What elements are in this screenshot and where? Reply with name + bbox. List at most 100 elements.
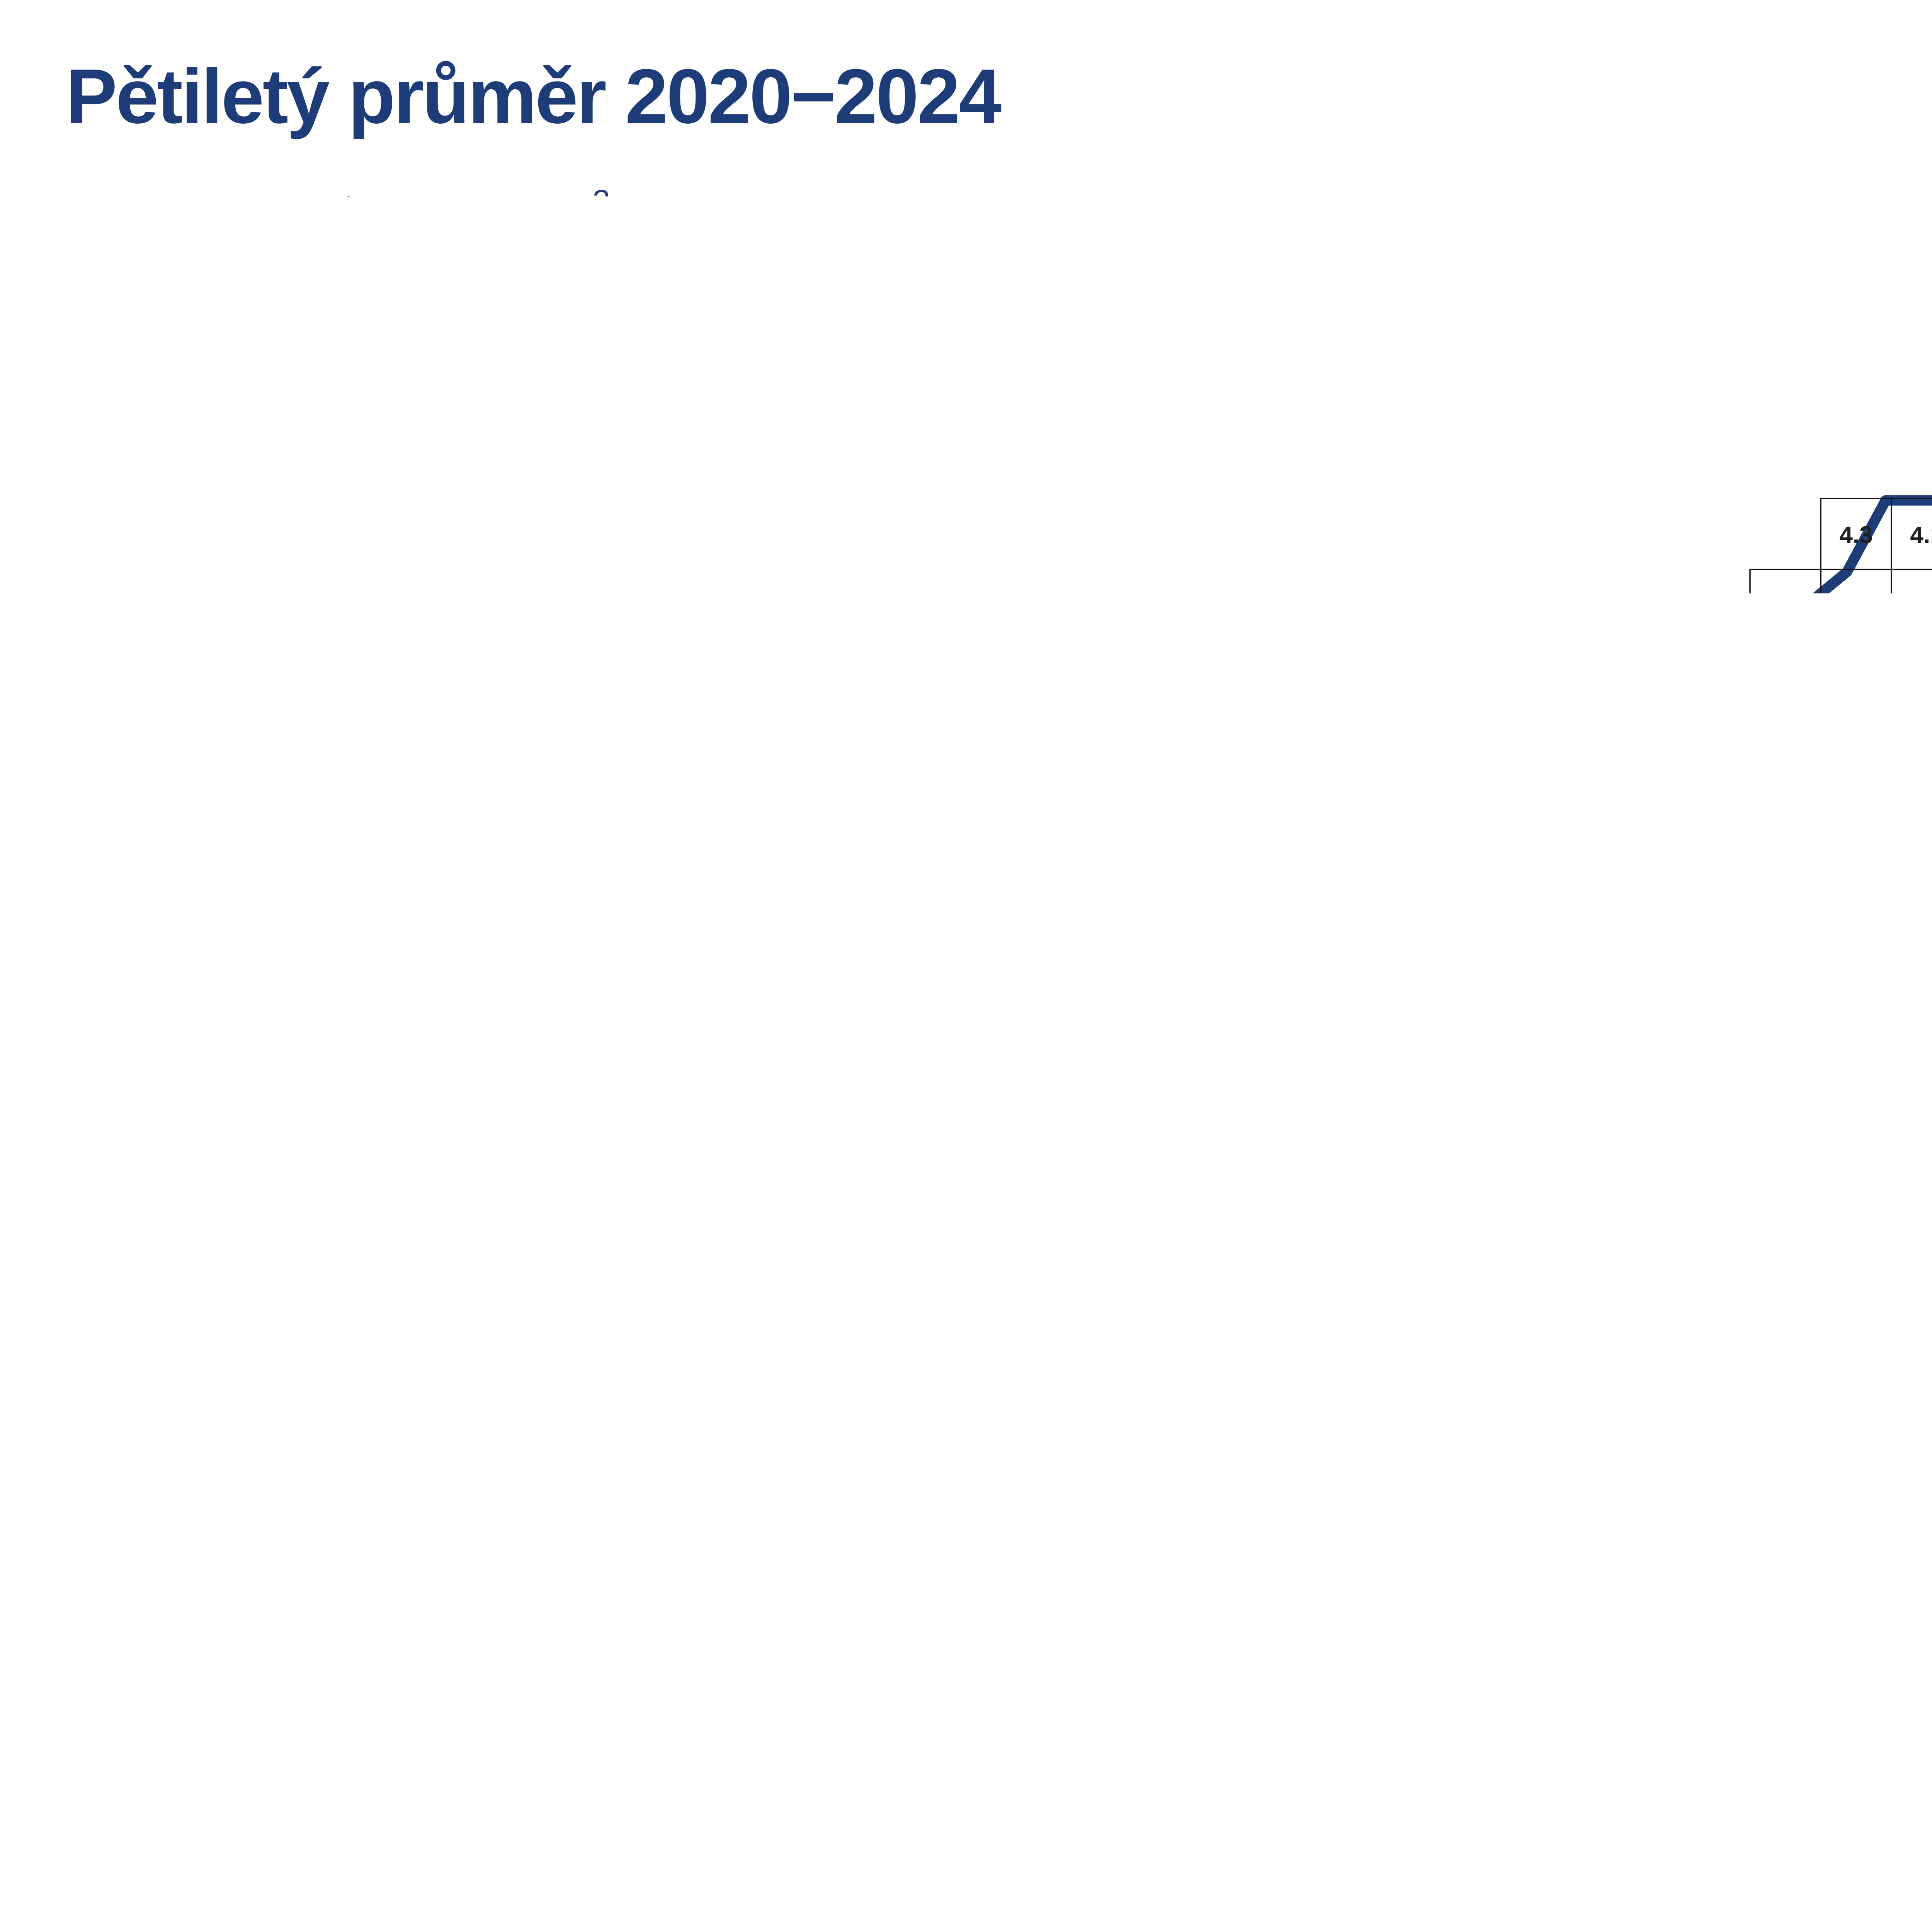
grid-value: 9.2 bbox=[1839, 1587, 1872, 1613]
grid-value: 6.6 bbox=[920, 1445, 953, 1471]
grid-value: 4.7 bbox=[496, 1374, 529, 1400]
grid-value: 3 bbox=[1779, 735, 1792, 762]
grid-value: 7.7 bbox=[991, 1799, 1024, 1826]
grid-value: 11.5 bbox=[1904, 1445, 1932, 1471]
pollutant-name: NO bbox=[66, 192, 139, 246]
grid-value: 9.8 bbox=[1839, 1445, 1872, 1471]
grid-value: 3.2 bbox=[1769, 664, 1802, 690]
grid-value: 8 bbox=[718, 1871, 731, 1897]
grid-value: 6.2 bbox=[1839, 1232, 1872, 1259]
grid-value: 6.8 bbox=[1061, 1374, 1095, 1400]
grid-value: 3.3 bbox=[1556, 1090, 1590, 1116]
page: Pětiletý průměr 2020−2024 NO2 roční prům… bbox=[0, 0, 1932, 1932]
grid-value: 4.4 bbox=[1061, 1161, 1095, 1187]
grid-value: 4.9 bbox=[142, 1019, 175, 1046]
grid-value: 8.3 bbox=[1415, 1445, 1448, 1471]
grid-value: 3.3 bbox=[1910, 664, 1932, 690]
grid-value: 3 bbox=[1779, 877, 1792, 903]
grid-value: 8.5 bbox=[1132, 1799, 1165, 1826]
grid-value: 3.2 bbox=[1698, 877, 1731, 903]
grid-value: 6.6 bbox=[1132, 1303, 1165, 1329]
grid-value: 3.8 bbox=[1486, 1161, 1519, 1187]
grid-value: 8.1 bbox=[1910, 1587, 1932, 1613]
place-label: Královské bbox=[1575, 1633, 1643, 1650]
grid-value: 6.9 bbox=[920, 1587, 953, 1613]
grid-value: 7.9 bbox=[1627, 1658, 1660, 1684]
grid-value: 4.4 bbox=[284, 1445, 317, 1471]
grid-value: 3.7 bbox=[1274, 1090, 1307, 1116]
grid-value: 4.7 bbox=[425, 1232, 458, 1259]
grid-value: 8.3 bbox=[1910, 1516, 1932, 1543]
grid-value: 5.8 bbox=[849, 1374, 883, 1400]
grid-value: 3.6 bbox=[1132, 1161, 1165, 1187]
grid-value: 10.7 bbox=[1691, 1658, 1738, 1684]
grid-value: 9 bbox=[1425, 1374, 1438, 1400]
grid-value: 3.9 bbox=[1203, 1161, 1236, 1187]
region-name: Karlovarský kraj bbox=[66, 298, 1000, 345]
place-label: Těšovice bbox=[1492, 1804, 1553, 1821]
grid-value: 8.4 bbox=[1486, 1303, 1519, 1329]
grid-value: 3.4 bbox=[1839, 664, 1873, 690]
grid-value: 7.9 bbox=[1203, 1658, 1236, 1684]
grid-value: 3.1 bbox=[1910, 1090, 1932, 1116]
grid-value: 4.8 bbox=[566, 1658, 600, 1684]
grid-value: 7.9 bbox=[991, 1871, 1024, 1897]
grid-value: 4.5 bbox=[1344, 1161, 1378, 1187]
grid-value: 7.7 bbox=[708, 1799, 741, 1826]
grid-value: 11.8 bbox=[1551, 1871, 1596, 1897]
grid-value: 2.6 bbox=[1910, 877, 1932, 903]
grid-value: 4.9 bbox=[1415, 1232, 1448, 1259]
grid-value: 6.9 bbox=[1274, 1871, 1307, 1897]
grid-value: 4.4 bbox=[425, 1374, 459, 1400]
grid-value: 4.8 bbox=[284, 1019, 317, 1046]
grid-value: 8.9 bbox=[1698, 1587, 1731, 1613]
grid-value: 9.7 bbox=[1698, 1729, 1731, 1755]
grid-value: 9.4 bbox=[1556, 1729, 1590, 1755]
place-label: Sedlo bbox=[1742, 1625, 1782, 1642]
grid-value: 5.2 bbox=[566, 1729, 600, 1755]
grid-value: 4.1 bbox=[1839, 1161, 1872, 1187]
grid-value: 8 bbox=[1496, 1658, 1509, 1684]
grid-value: 10.4 bbox=[1903, 1374, 1932, 1400]
grid-value: 8.1 bbox=[1910, 1871, 1932, 1897]
grid-value: 4.7 bbox=[142, 1232, 175, 1259]
grid-value: 5 bbox=[718, 1374, 731, 1400]
grid-value: 3.5 bbox=[1769, 593, 1802, 619]
grid-value: 9.8 bbox=[1769, 1799, 1802, 1826]
grid-value: 4.7 bbox=[213, 1161, 246, 1187]
grid-value: 6.2 bbox=[779, 1516, 812, 1543]
grid-value: 4.6 bbox=[142, 1303, 175, 1329]
grid-value: 4.7 bbox=[213, 1374, 246, 1400]
grid-value: 7.2 bbox=[1061, 1445, 1095, 1471]
grid-value: 4.6 bbox=[991, 1161, 1024, 1187]
grid-value: 7.9 bbox=[1203, 1516, 1236, 1543]
grid-value: 3.2 bbox=[1839, 593, 1872, 619]
place-label: Jenišov bbox=[1774, 1391, 1828, 1408]
grid-value: 2.5 bbox=[1910, 948, 1932, 975]
grid-value: 3.8 bbox=[1415, 948, 1448, 975]
grid-value: 3.1 bbox=[1556, 1019, 1590, 1046]
grid-value: 6.3 bbox=[849, 1445, 883, 1471]
grid-value: 7.6 bbox=[849, 1799, 883, 1826]
header: Pětiletý průměr 2020−2024 NO2 roční prům… bbox=[66, 58, 1000, 345]
grid-value: 2.5 bbox=[1910, 806, 1932, 833]
grid-value: 4.7 bbox=[354, 1019, 388, 1046]
grid-value: 3.3 bbox=[1698, 806, 1731, 833]
grid-value: 7.6 bbox=[1415, 1587, 1448, 1613]
grid-value: 11.3 bbox=[1763, 1303, 1808, 1329]
grid-value: 7.3 bbox=[1274, 1799, 1307, 1826]
grid-value: 3.9 bbox=[1627, 806, 1660, 833]
grid-value: 8.3 bbox=[1274, 1445, 1307, 1471]
grid-value: 7.2 bbox=[1203, 1799, 1236, 1826]
grid-value: 8.4 bbox=[637, 1871, 671, 1897]
grid-value: 4.7 bbox=[213, 1232, 246, 1259]
grid-value: 4.9 bbox=[354, 1658, 388, 1684]
place-label: Sedlo bbox=[1590, 1865, 1629, 1882]
grid-value: 4.3 bbox=[1556, 806, 1590, 833]
grid-value: 13.3 bbox=[1408, 1799, 1455, 1826]
grid-value: 4 bbox=[1920, 593, 1932, 619]
grid-value: 6.2 bbox=[425, 1587, 458, 1613]
grid-value: 4.6 bbox=[708, 1303, 741, 1329]
place-label: Sokolov bbox=[1272, 1387, 1412, 1430]
grid-value: 5.1 bbox=[425, 1729, 458, 1755]
